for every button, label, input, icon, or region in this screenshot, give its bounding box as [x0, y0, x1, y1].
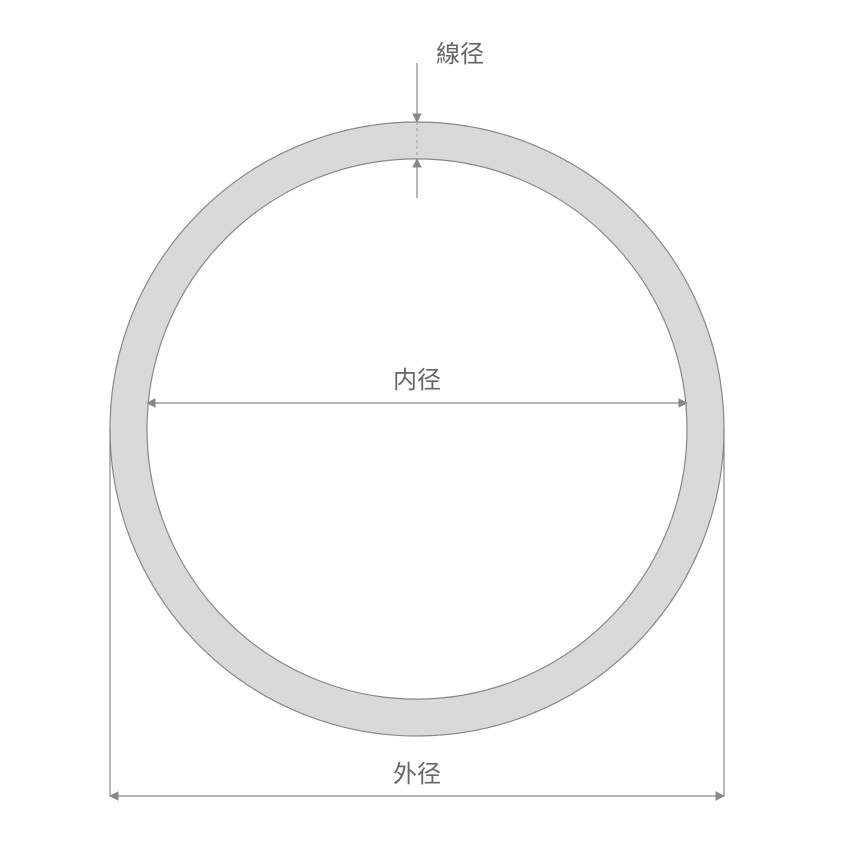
inner-diameter-label: 内径: [393, 367, 441, 394]
inner-diameter-dimension: 内径: [147, 367, 687, 403]
outer-diameter-label: 外径: [393, 761, 441, 788]
ring-dimension-diagram: 線径 内径 外径: [0, 0, 850, 850]
wall-thickness-dimension: 線径: [417, 41, 484, 198]
wall-thickness-label: 線径: [436, 41, 484, 68]
ring-annulus: [110, 122, 724, 736]
